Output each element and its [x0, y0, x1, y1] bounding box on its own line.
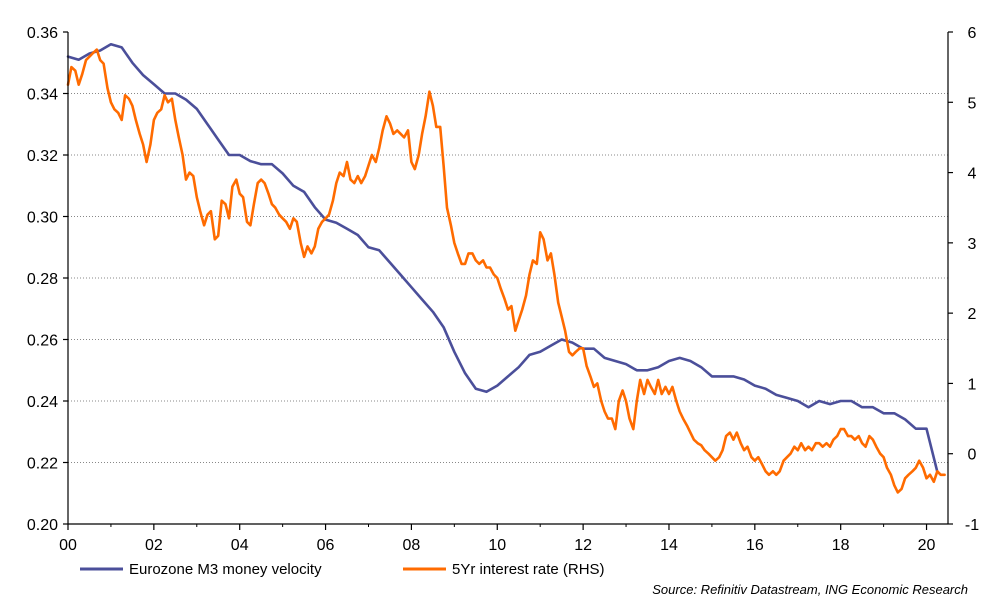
axes — [63, 31, 953, 530]
x-tick-label-10: 20 — [918, 537, 936, 554]
series-layer — [66, 43, 946, 494]
y-left-tick-label-0: 0.20 — [27, 517, 58, 534]
y-right-tick-label-5: 4 — [968, 166, 977, 183]
legend-label-velocity: Eurozone M3 money velocity — [129, 561, 322, 578]
y-right-tick-label-6: 5 — [968, 95, 977, 112]
x-tick-label-9: 18 — [832, 537, 850, 554]
x-tick-label-5: 10 — [488, 537, 506, 554]
y-left-tick-label-7: 0.34 — [27, 87, 58, 104]
series-line-0 — [66, 43, 939, 473]
y-left-tick-label-4: 0.28 — [27, 271, 58, 288]
x-tick-label-4: 08 — [403, 537, 421, 554]
x-tick-label-0: 00 — [59, 537, 77, 554]
y-left-tick-labels: 0.20 0.22 0.24 0.26 0.28 0.30 0.32 0.34 0.36 — [27, 25, 58, 534]
y-right-tick-labels: -1 0 1 2 3 4 5 6 — [965, 25, 979, 534]
y-right-tick-label-3: 2 — [968, 306, 977, 323]
x-axis-tick-labels: 00 02 04 06 08 10 12 14 16 18 20 — [59, 537, 935, 554]
y-left-tick-label-1: 0.22 — [27, 456, 58, 473]
x-tick-label-8: 16 — [746, 537, 764, 554]
source-note: Source: Refinitiv Datastream, ING Econom… — [652, 582, 968, 597]
x-tick-label-6: 12 — [574, 537, 592, 554]
y-right-tick-label-7: 6 — [968, 25, 977, 42]
y-left-tick-label-5: 0.30 — [27, 210, 58, 227]
legend: Eurozone M3 money velocity 5Yr interest … — [80, 561, 605, 578]
y-left-tick-label-6: 0.32 — [27, 148, 58, 165]
x-tick-label-1: 02 — [145, 537, 163, 554]
x-tick-label-3: 06 — [317, 537, 335, 554]
x-tick-label-2: 04 — [231, 537, 249, 554]
series-line-1 — [66, 48, 946, 494]
y-right-tick-label-2: 1 — [968, 376, 977, 393]
y-left-tick-label-8: 0.36 — [27, 25, 58, 42]
y-right-tick-label-1: 0 — [968, 447, 977, 464]
legend-label-interest-rate: 5Yr interest rate (RHS) — [452, 561, 605, 578]
y-left-tick-label-2: 0.24 — [27, 394, 58, 411]
y-right-tick-label-4: 3 — [968, 236, 977, 253]
x-tick-label-7: 14 — [660, 537, 678, 554]
y-left-tick-label-3: 0.26 — [27, 333, 58, 350]
y-right-tick-label-0: -1 — [965, 517, 979, 534]
